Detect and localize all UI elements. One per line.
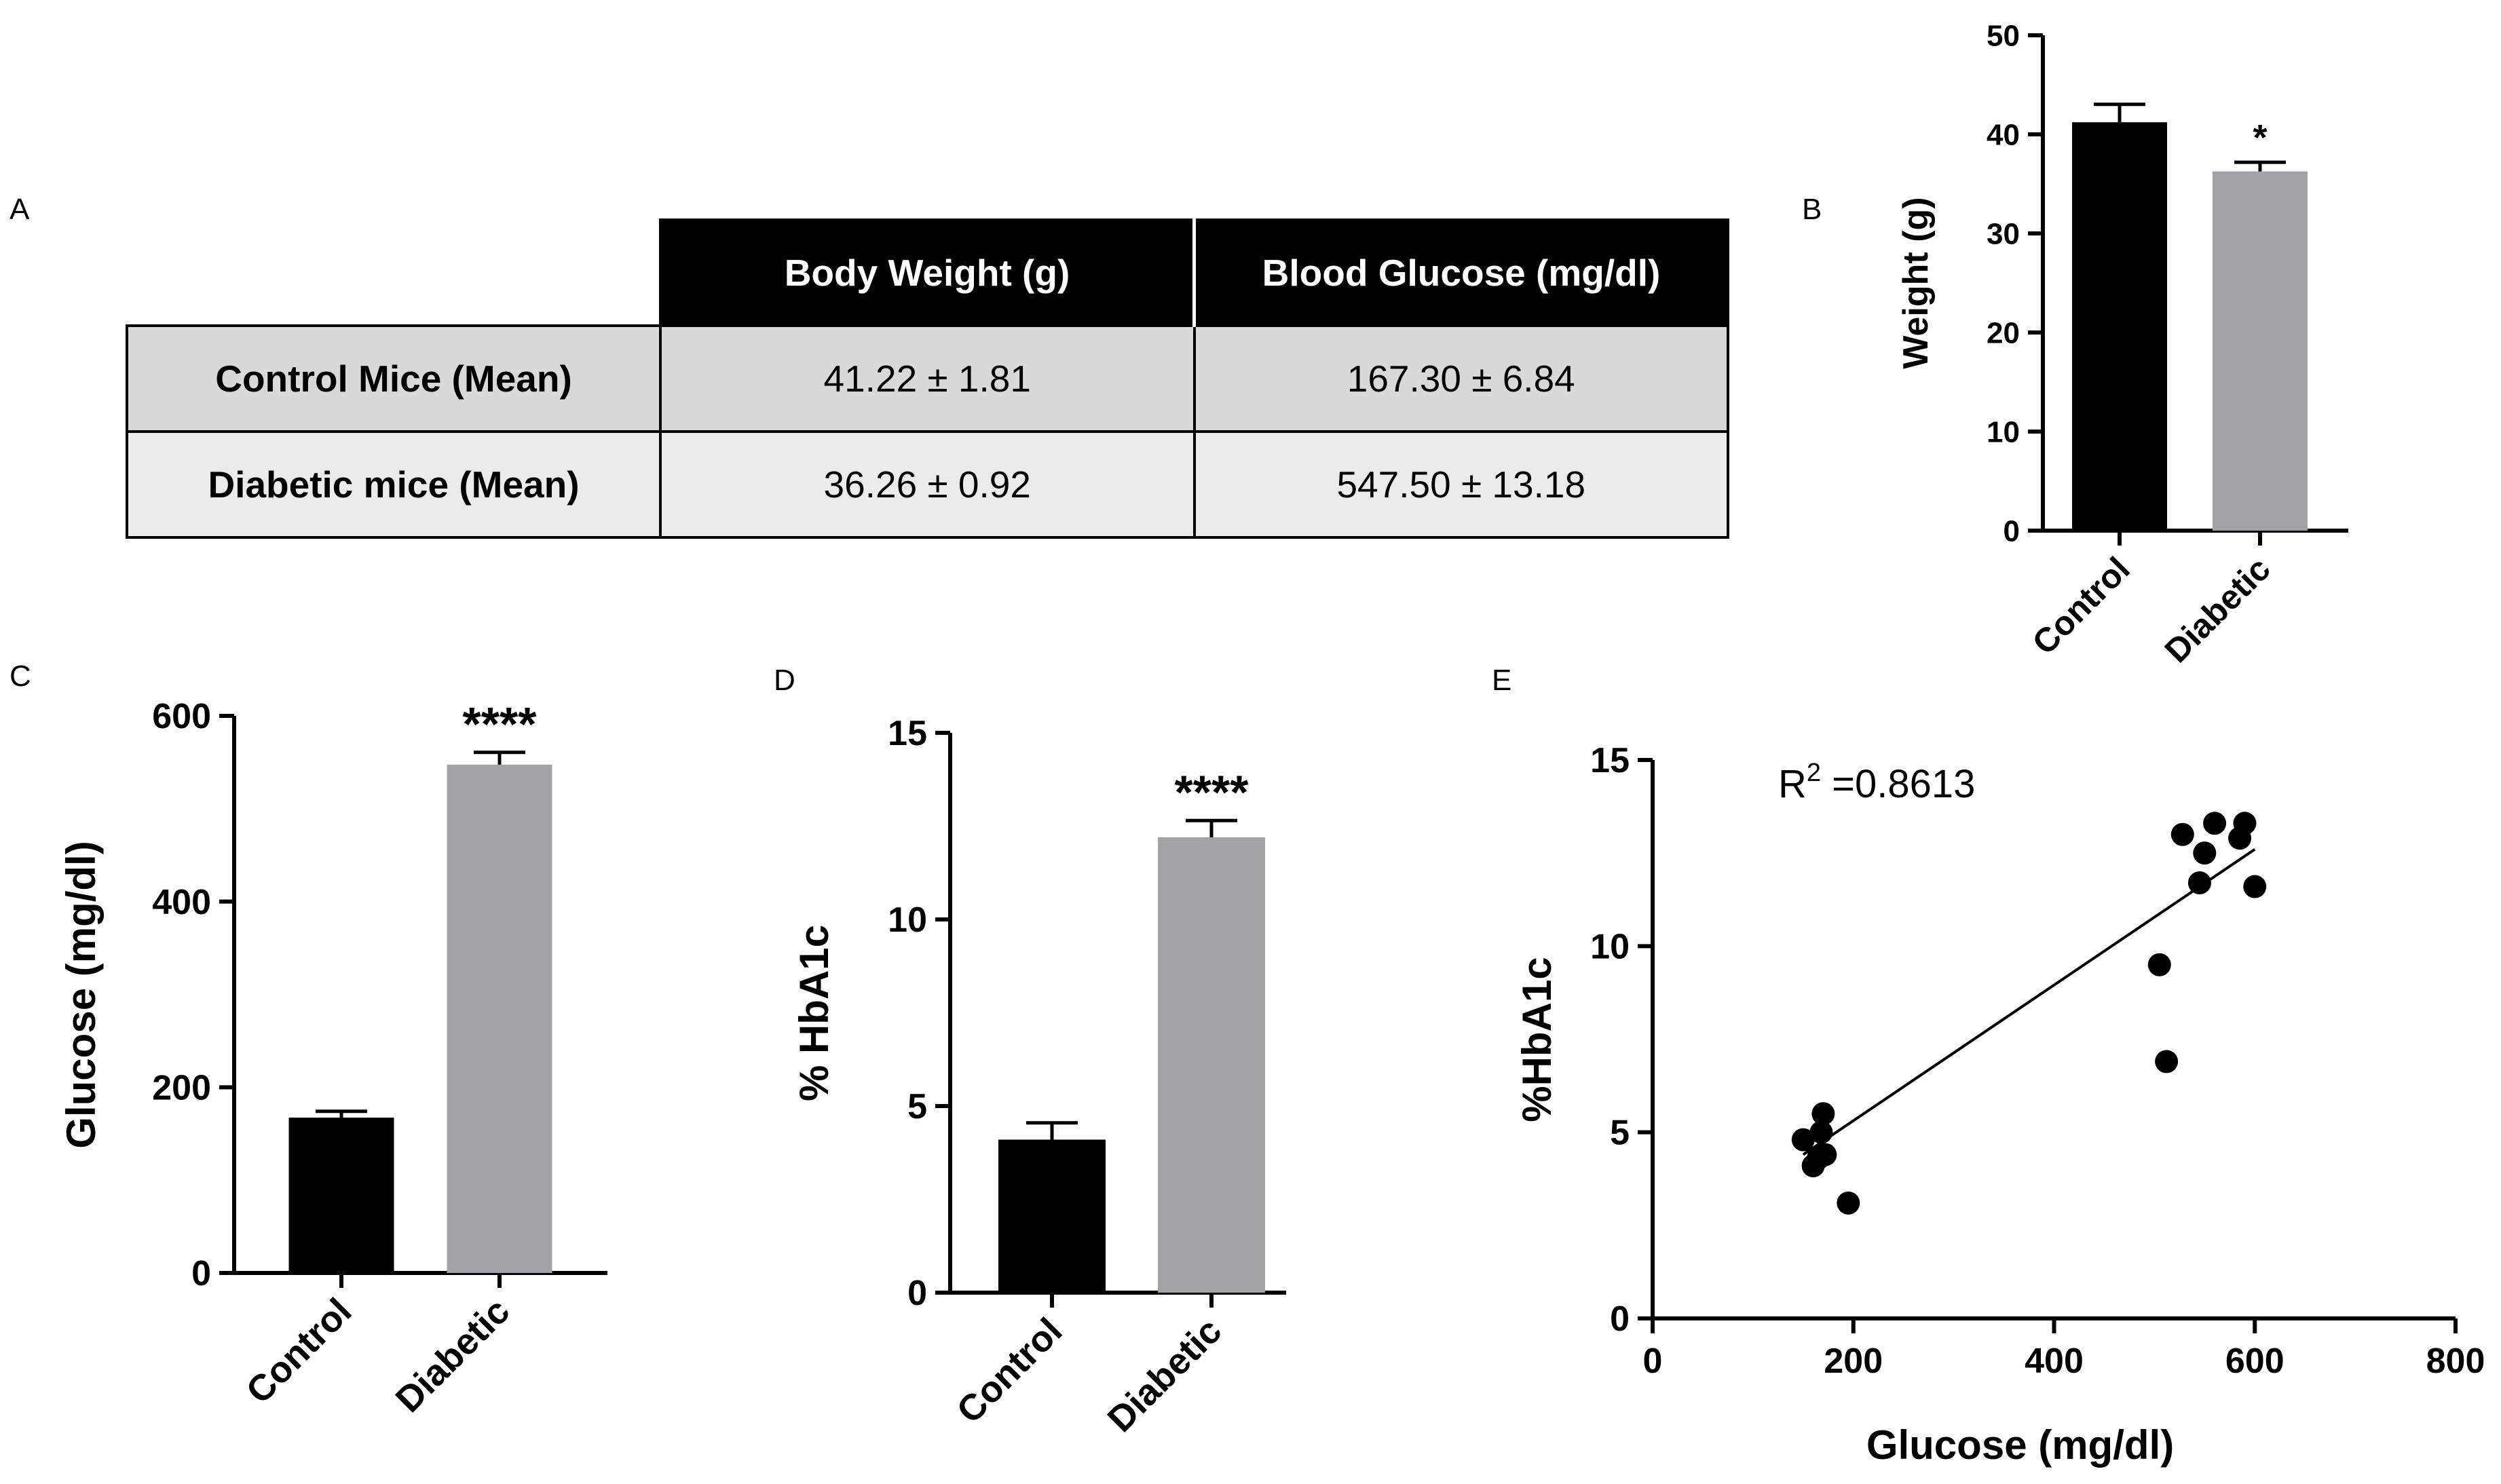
chart-b-y-tick-label: 0 bbox=[2004, 514, 2020, 548]
chart-e-y-axis-label: %HbA1c bbox=[1514, 957, 1560, 1122]
cell-control-glucose: 167.30 ± 6.84 bbox=[1192, 324, 1729, 433]
column-header-body-weight: Body Weight (g) bbox=[659, 218, 1196, 327]
chart-d-y-axis-label: % HbA1c bbox=[791, 925, 837, 1101]
chart-e-data-point bbox=[1811, 1102, 1835, 1126]
chart-d-significance-label: **** bbox=[1175, 765, 1249, 818]
chart-b-y-tick-label: 20 bbox=[1987, 316, 2020, 349]
chart-e: 0 5 10 15 0 200 400 600 800 Glucose (mg/dl) %HbA1c… bbox=[1514, 741, 2485, 1468]
chart-e-y-tick-label: 10 bbox=[1590, 927, 1630, 966]
chart-e-data-point bbox=[2170, 822, 2194, 846]
table-header-row: Body Weight (g) Blood Glucose (mg/dl) bbox=[127, 218, 1729, 327]
panel-label-a: A bbox=[10, 193, 30, 226]
chart-b-y-axis-label: Weight (g) bbox=[1896, 197, 1936, 368]
chart-e-data-point bbox=[1809, 1120, 1833, 1144]
chart-e-y-tick-label: 0 bbox=[1610, 1299, 1630, 1339]
row-label-control: Control Mice (Mean) bbox=[126, 324, 662, 433]
chart-b: 0 10 20 30 40 50 Weight (g) Control Diabetic * bbox=[1896, 19, 2348, 670]
chart-d-category-label: Control bbox=[949, 1310, 1070, 1431]
column-header-blood-glucose: Blood Glucose (mg/dl) bbox=[1192, 218, 1729, 327]
chart-e-x-axis-label: Glucose (mg/dl) bbox=[1866, 1422, 2174, 1468]
chart-d-y-tick-label: 5 bbox=[907, 1087, 927, 1126]
table-row-control: Control Mice (Mean) 41.22 ± 1.81 167.30 … bbox=[126, 324, 1729, 433]
chart-c-bar-control bbox=[288, 1118, 394, 1273]
chart-d-bar-diabetic bbox=[1158, 837, 1265, 1293]
chart-e-x-tick-label: 800 bbox=[2426, 1342, 2485, 1381]
chart-e-x-tick-label: 600 bbox=[2225, 1342, 2284, 1381]
chart-e-r-squared-annotation: R2 =0.8613 bbox=[1778, 759, 1975, 806]
chart-e-data-point bbox=[2147, 953, 2171, 976]
chart-e-fit-line bbox=[1802, 848, 2256, 1156]
chart-d-y-tick-label: 10 bbox=[888, 900, 927, 940]
cell-diabetic-glucose: 547.50 ± 13.18 bbox=[1192, 430, 1729, 539]
r-squared-prefix: R bbox=[1778, 762, 1807, 806]
chart-c-significance-label: **** bbox=[463, 698, 538, 750]
summary-table: Body Weight (g) Blood Glucose (mg/dl) Co… bbox=[126, 218, 1729, 539]
chart-e-data-point bbox=[2193, 841, 2217, 865]
chart-d-y-tick-label: 0 bbox=[907, 1274, 927, 1313]
chart-d-category-label: Diabetic bbox=[1100, 1310, 1230, 1440]
chart-e-y-tick-label: 15 bbox=[1590, 741, 1630, 780]
chart-b-y-tick-label: 30 bbox=[1987, 217, 2020, 250]
chart-c-y-tick-label: 200 bbox=[152, 1069, 211, 1108]
chart-e-x-tick-label: 400 bbox=[2025, 1342, 2084, 1381]
chart-c-category-label: Control bbox=[238, 1291, 359, 1411]
chart-c-bar-diabetic bbox=[447, 764, 552, 1273]
chart-b-significance-label: * bbox=[2253, 117, 2267, 158]
chart-e-data-point bbox=[1791, 1128, 1815, 1152]
chart-e-x-tick-label: 200 bbox=[1824, 1342, 1883, 1381]
chart-c-category-label: Diabetic bbox=[388, 1291, 518, 1420]
chart-d-bar-control bbox=[998, 1139, 1106, 1293]
cell-control-weight: 41.22 ± 1.81 bbox=[659, 324, 1196, 433]
chart-e-y-tick-label: 5 bbox=[1610, 1114, 1630, 1153]
chart-b-category-label: Control bbox=[2025, 550, 2137, 662]
chart-e-data-point bbox=[1813, 1143, 1837, 1166]
chart-d-y-tick-label: 15 bbox=[888, 714, 927, 753]
chart-b-category-label: Diabetic bbox=[2158, 550, 2278, 670]
chart-d: 0 5 10 15 % HbA1c Control Diabetic **** bbox=[791, 714, 1286, 1440]
chart-c-y-tick-label: 600 bbox=[152, 697, 211, 736]
panel-label-c: C bbox=[10, 660, 31, 693]
panel-label-b: B bbox=[1802, 193, 1822, 226]
chart-e-data-point bbox=[2233, 812, 2257, 835]
chart-b-bar-control bbox=[2072, 122, 2167, 531]
table-row-diabetic: Diabetic mice (Mean) 36.26 ± 0.92 547.50… bbox=[126, 430, 1729, 539]
chart-c-y-tick-label: 0 bbox=[191, 1254, 211, 1293]
cell-diabetic-weight: 36.26 ± 0.92 bbox=[659, 430, 1196, 539]
chart-c: 0 200 400 600 Glucose (mg/dl) Control Diabetic… bbox=[58, 697, 607, 1420]
chart-b-y-tick-label: 50 bbox=[1987, 19, 2020, 52]
chart-b-y-tick-label: 10 bbox=[1987, 415, 2020, 449]
chart-c-y-axis-label: Glucose (mg/dl) bbox=[58, 841, 104, 1148]
r-squared-value: =0.8613 bbox=[1821, 762, 1975, 806]
chart-b-y-tick-label: 40 bbox=[1987, 118, 2020, 151]
chart-e-data-point bbox=[2203, 812, 2227, 835]
chart-e-x-tick-label: 0 bbox=[1643, 1342, 1663, 1381]
chart-e-data-point bbox=[1837, 1191, 1860, 1215]
chart-e-data-point bbox=[2155, 1050, 2179, 1073]
chart-c-y-tick-label: 400 bbox=[152, 883, 211, 922]
r-squared-superscript: 2 bbox=[1807, 759, 1821, 787]
panel-label-d: D bbox=[774, 664, 795, 697]
chart-e-data-point bbox=[2243, 875, 2267, 898]
panel-label-e: E bbox=[1492, 664, 1512, 697]
table-corner-cell bbox=[127, 220, 660, 327]
row-label-diabetic: Diabetic mice (Mean) bbox=[126, 430, 662, 539]
chart-b-bar-diabetic bbox=[2213, 171, 2308, 531]
chart-e-data-point bbox=[2187, 871, 2211, 895]
